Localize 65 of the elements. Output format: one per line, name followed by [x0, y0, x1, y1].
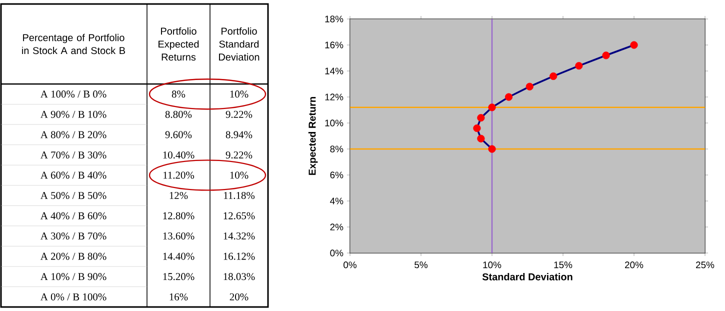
y-tick-label: 4%: [330, 198, 344, 204]
text: A 40% / B 60%: [40, 212, 106, 220]
y-tick-label: 16%: [325, 42, 344, 48]
text: A 60% / B 40%: [40, 172, 106, 179]
text: 14.40%: [163, 252, 194, 260]
text: A 50% / B 50%: [40, 192, 106, 200]
x-tick-label: 25%: [696, 262, 714, 268]
text: A 90% / B 10%: [40, 110, 106, 118]
y-tick-label: 8%: [330, 146, 344, 152]
text: 11.18%: [224, 192, 255, 200]
y-tick-label: 0%: [330, 250, 344, 256]
x-tick-label: 5%: [414, 262, 428, 268]
y-tick-label: 6%: [330, 172, 344, 178]
text: A 0% / B 100%: [40, 293, 106, 300]
text: 9.22%: [226, 151, 252, 159]
text: A 10% / B 90%: [40, 273, 106, 280]
point: [602, 52, 610, 60]
text: Percentage of Portfolio in Stock A and Stock B: [22, 34, 126, 54]
text: 18.03%: [224, 273, 255, 280]
text: A 20% / B 80%: [40, 252, 106, 260]
y-tick-label: 2%: [330, 224, 344, 230]
text: Portfolio Expected Returns: [158, 27, 199, 61]
y-tick-label: 18%: [325, 16, 344, 22]
point: [488, 104, 496, 112]
text: 12.65%: [224, 212, 255, 220]
x-tick-label: 20%: [625, 262, 644, 268]
text: A 80% / B 20%: [40, 131, 106, 138]
text: 10%: [230, 172, 248, 179]
text: A 30% / B 70%: [40, 232, 106, 240]
y-axis-title: Expected Return: [308, 97, 318, 175]
point: [477, 134, 485, 142]
text: 15.20%: [163, 273, 194, 280]
text: 20%: [230, 293, 248, 300]
point: [477, 114, 485, 122]
text: 8.94%: [226, 131, 252, 138]
text: 8.80%: [165, 110, 192, 118]
text: Portfolio Standard Deviation: [219, 27, 260, 61]
x-axis-title: Standard Deviation: [482, 273, 572, 280]
text: A 70% / B 30%: [40, 151, 106, 159]
text: 16%: [170, 293, 188, 300]
text: 10.40%: [163, 151, 194, 159]
y-tick-label: 12%: [325, 94, 344, 100]
text: 13.60%: [163, 232, 194, 240]
y-tick-label: 14%: [325, 68, 344, 74]
point: [630, 41, 638, 49]
text: 14.32%: [224, 232, 255, 240]
text: 9.22%: [226, 110, 252, 118]
x-tick-label: 10%: [483, 262, 502, 268]
text: 9.60%: [165, 131, 192, 138]
text: 8%: [172, 90, 186, 98]
point: [488, 145, 496, 153]
x-tick-label: 15%: [554, 262, 572, 268]
x-tick-label: 0%: [344, 262, 357, 268]
point: [575, 62, 583, 70]
text: 11.20%: [163, 172, 194, 179]
point: [504, 93, 513, 101]
point: [550, 72, 558, 80]
text: A 100% / B 0%: [40, 90, 106, 98]
text: 12.80%: [163, 212, 194, 220]
text: 12%: [170, 192, 188, 200]
y-tick-label: 10%: [325, 120, 344, 126]
point: [473, 124, 481, 132]
text: 16.12%: [224, 252, 255, 260]
point: [526, 82, 534, 90]
text: 10%: [230, 90, 248, 98]
